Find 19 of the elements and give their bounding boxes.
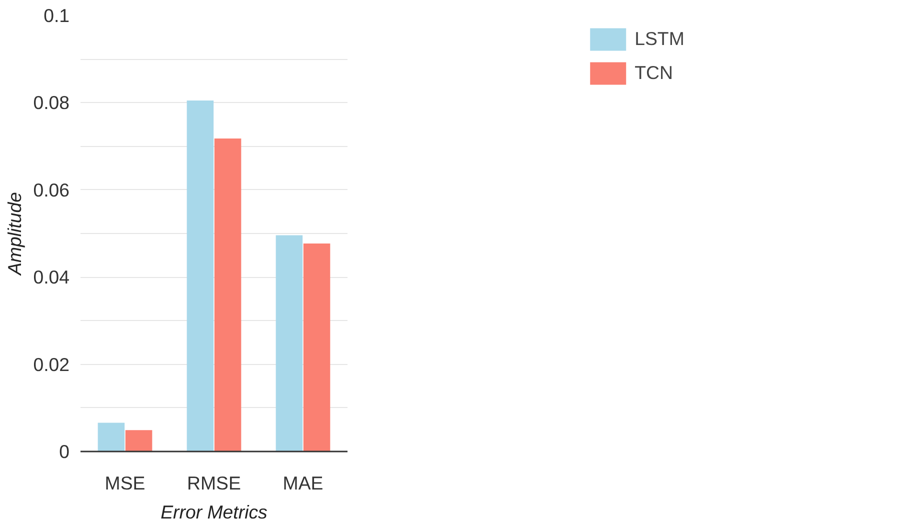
x-tick-label: MSE — [104, 472, 146, 494]
x-tick-label: RMSE — [187, 472, 241, 494]
y-tick-label: 0.1 — [44, 5, 70, 26]
y-tick-label: 0.06 — [33, 179, 70, 200]
y-axis-title: Amplitude — [4, 192, 26, 276]
x-tick-label: MAE — [282, 472, 324, 494]
bar — [98, 422, 125, 452]
legend-label: LSTM — [634, 28, 684, 50]
y-tick-label: 0.04 — [33, 266, 70, 288]
x-axis-title: Error Metrics — [160, 502, 268, 522]
bar — [186, 100, 214, 452]
bar — [214, 138, 242, 452]
bar — [303, 244, 330, 452]
bar — [125, 430, 152, 452]
legend-label: TCN — [634, 62, 673, 84]
y-tick-label: 0 — [59, 441, 70, 462]
y-tick-label: 0.02 — [33, 354, 70, 375]
bar — [276, 235, 303, 452]
y-tick-label: 0.08 — [33, 92, 70, 114]
